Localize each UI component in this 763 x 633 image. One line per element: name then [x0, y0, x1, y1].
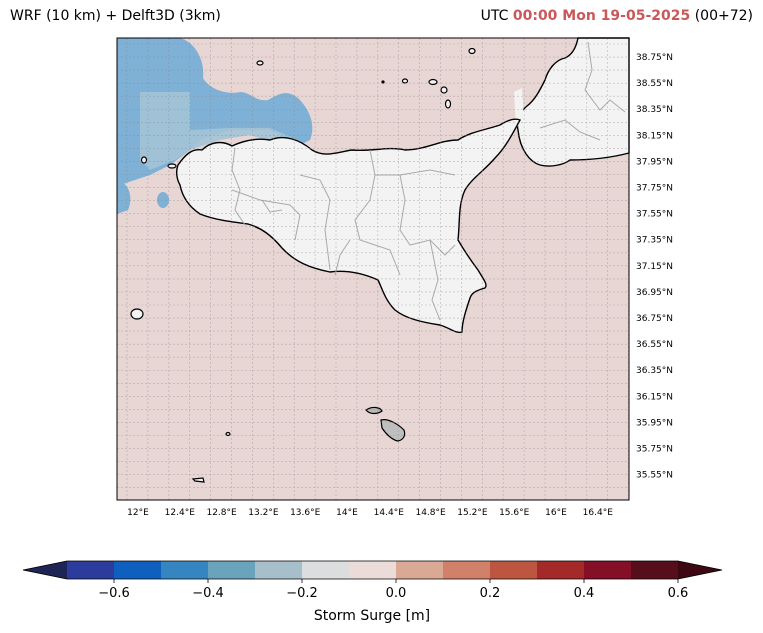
lon-tick-label: 15.2°E — [457, 508, 488, 518]
forecast-time: UTC 00:00 Mon 19-05-2025 (00+72) — [481, 8, 753, 24]
colorbar-ticks: −0.6 −0.4 −0.2 0.0 0.2 0.4 0.6 — [98, 579, 688, 601]
colorbar-tick-label: 0.0 — [386, 586, 407, 601]
lat-tick-label: 35.75°N — [636, 445, 673, 455]
colorbar-outline — [22, 560, 723, 580]
forecast-step: (00+72) — [694, 8, 753, 24]
colorbar-segment — [396, 561, 444, 579]
calabria-white-strip — [514, 88, 524, 128]
colorbar-tick-label: −0.2 — [286, 586, 318, 601]
lat-tick-label: 35.55°N — [636, 471, 673, 481]
lon-tick-label: 12.8°E — [206, 508, 237, 518]
colorbar-segment — [302, 561, 350, 579]
lon-tick-label: 12.4°E — [165, 508, 196, 518]
negative-surge-patch — [117, 180, 131, 214]
valid-time: 00:00 Mon 19-05-2025 — [512, 8, 691, 24]
map-frame — [116, 37, 630, 501]
colorbar-segment — [349, 561, 397, 579]
colorbar-tick-label: −0.6 — [98, 586, 130, 601]
colorbar-segment — [584, 561, 632, 579]
negative-surge-patch-2 — [157, 192, 169, 208]
lat-tick-label: 38.35°N — [636, 105, 673, 115]
colorbar-segment — [443, 561, 491, 579]
colorbar-segment — [208, 561, 256, 579]
colorbar-tick-label: −0.4 — [192, 586, 224, 601]
map-title: WRF (10 km) + Delft3D (3km) — [10, 8, 221, 24]
latitude-labels: 38.75°N 38.55°N 38.35°N 38.15°N 37.95°N 37.75… — [636, 53, 673, 481]
colorbar-extend-low — [23, 561, 67, 579]
colorbar-label: Storm Surge [m] — [314, 608, 430, 624]
colorbar-segment — [255, 561, 303, 579]
lon-tick-label: 16.4°E — [583, 508, 614, 518]
province-borders — [231, 41, 626, 321]
colorbar-extend-high — [678, 561, 722, 579]
lat-tick-label: 36.75°N — [636, 314, 673, 324]
lat-tick-label: 35.95°N — [636, 418, 673, 428]
lon-tick-label: 13.2°E — [248, 508, 279, 518]
lat-tick-label: 37.35°N — [636, 236, 673, 246]
lat-tick-label: 37.15°N — [636, 262, 673, 272]
colorbar-segment — [490, 561, 538, 579]
lon-tick-label: 14.4°E — [374, 508, 405, 518]
colorbar-tick-label: 0.6 — [668, 586, 689, 601]
colorbar-tick-label: 0.2 — [480, 586, 501, 601]
lon-tick-label: 14.8°E — [415, 508, 446, 518]
lon-tick-label: 13.6°E — [290, 508, 321, 518]
colorbar-segment — [161, 561, 209, 579]
lat-tick-label: 38.15°N — [636, 131, 673, 141]
colorbar-segment — [537, 561, 585, 579]
lat-tick-label: 36.35°N — [636, 366, 673, 376]
lon-tick-label: 14°E — [336, 508, 358, 518]
colorbar-segment — [67, 561, 115, 579]
lat-tick-label: 38.75°N — [636, 53, 673, 63]
small-islands — [130, 47, 476, 483]
lon-tick-label: 15.6°E — [499, 508, 530, 518]
lat-tick-label: 38.55°N — [636, 79, 673, 89]
longitude-labels: 12°E 12.4°E 12.8°E 13.2°E 13.6°E 14°E 14.4°E 14… — [127, 508, 613, 518]
timezone-label: UTC — [480, 8, 509, 24]
lat-tick-label: 36.55°N — [636, 340, 673, 350]
lat-tick-label: 37.55°N — [636, 210, 673, 220]
lon-tick-label: 12°E — [127, 508, 149, 518]
colorbar — [22, 560, 723, 580]
colorbar-segment — [114, 561, 162, 579]
lat-tick-label: 36.95°N — [636, 288, 673, 298]
lon-tick-label: 16°E — [545, 508, 567, 518]
colorbar-tick-label: 0.4 — [574, 586, 595, 601]
negative-surge-area-weak — [140, 92, 298, 170]
colorbar-segment — [631, 561, 679, 579]
lat-tick-label: 37.95°N — [636, 157, 673, 167]
lat-tick-label: 37.75°N — [636, 184, 673, 194]
lat-tick-label: 36.15°N — [636, 392, 673, 402]
